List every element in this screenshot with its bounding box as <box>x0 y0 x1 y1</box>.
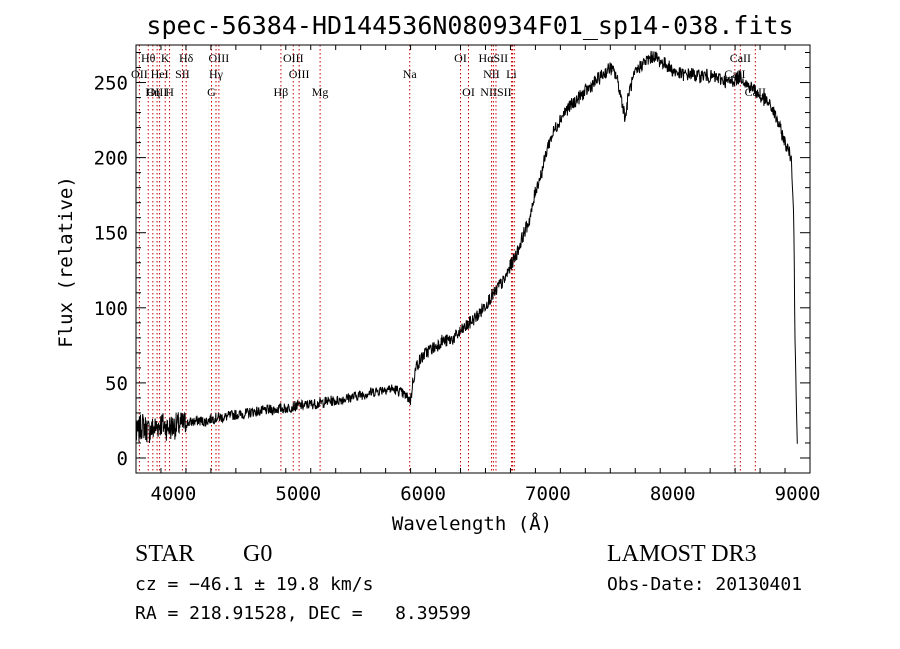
line-label: H <box>165 85 174 99</box>
line-label: OIII <box>289 67 310 81</box>
line-label: Hγ <box>209 67 224 81</box>
y-tick-label: 0 <box>117 448 128 470</box>
line-label: SII <box>175 67 190 81</box>
y-tick-label: 200 <box>94 148 128 170</box>
line-label: G <box>207 85 216 99</box>
line-label: OIII <box>283 51 304 65</box>
y-axis-title: Flux (relative) <box>55 176 77 348</box>
y-tick-label: 100 <box>94 298 128 320</box>
line-label: CaII <box>730 51 751 65</box>
line-label: OI <box>462 85 475 99</box>
line-label: Hη <box>145 85 160 99</box>
line-label: Hθ <box>141 51 156 65</box>
x-axis-title: Wavelength (Å) <box>392 512 552 535</box>
x-tick-label: 6000 <box>400 483 446 505</box>
survey-label: LAMOST DR3 <box>607 541 757 567</box>
redshift-text: cz = −46.1 ± 19.8 km/s <box>135 574 373 595</box>
class-label: STAR <box>135 541 194 567</box>
line-label: OIII <box>209 51 230 65</box>
line-label: OIII <box>147 85 168 99</box>
line-label: Li <box>506 67 517 81</box>
line-label: Hδ <box>179 51 194 65</box>
obs-date-text: Obs-Date: 20130401 <box>607 574 802 595</box>
plot-frame <box>135 44 811 474</box>
x-axis: 4000 5000 6000 7000 8000 9000 <box>135 45 821 505</box>
line-label: Hβ <box>274 85 289 99</box>
y-tick-label: 50 <box>105 373 128 395</box>
x-tick-label: 7000 <box>525 483 571 505</box>
x-tick-label: 9000 <box>775 483 821 505</box>
spectrum-line <box>135 50 798 444</box>
subclass-label: G0 <box>243 541 272 567</box>
y-tick-label: 150 <box>94 223 128 245</box>
line-label: Mg <box>312 85 329 99</box>
line-label: HeI <box>151 67 169 81</box>
x-tick-label: 5000 <box>275 483 321 505</box>
line-label: K <box>161 51 170 65</box>
line-label: HαSII <box>479 51 509 65</box>
line-labels: Hθ K Hδ OIII OIII OI HαSII CaII OII HeI SII Hγ OIII N… <box>131 51 766 99</box>
chart-title: spec-56384-HD144536N080934F01_sp14-038.f… <box>146 11 793 40</box>
line-label: NIISII <box>480 85 511 99</box>
line-markers <box>138 45 756 473</box>
x-tick-label: 4000 <box>151 483 197 505</box>
x-tick-label: 8000 <box>650 483 696 505</box>
coordinates-text: RA = 218.91528, DEC = 8.39599 <box>135 603 471 624</box>
y-axis: 0 50 100 150 200 250 <box>94 52 810 470</box>
line-label: Na <box>403 67 418 81</box>
line-label: OI <box>454 51 467 65</box>
y-tick-label: 250 <box>94 73 128 95</box>
line-label: OII <box>131 67 148 81</box>
line-label: NII <box>483 67 500 81</box>
